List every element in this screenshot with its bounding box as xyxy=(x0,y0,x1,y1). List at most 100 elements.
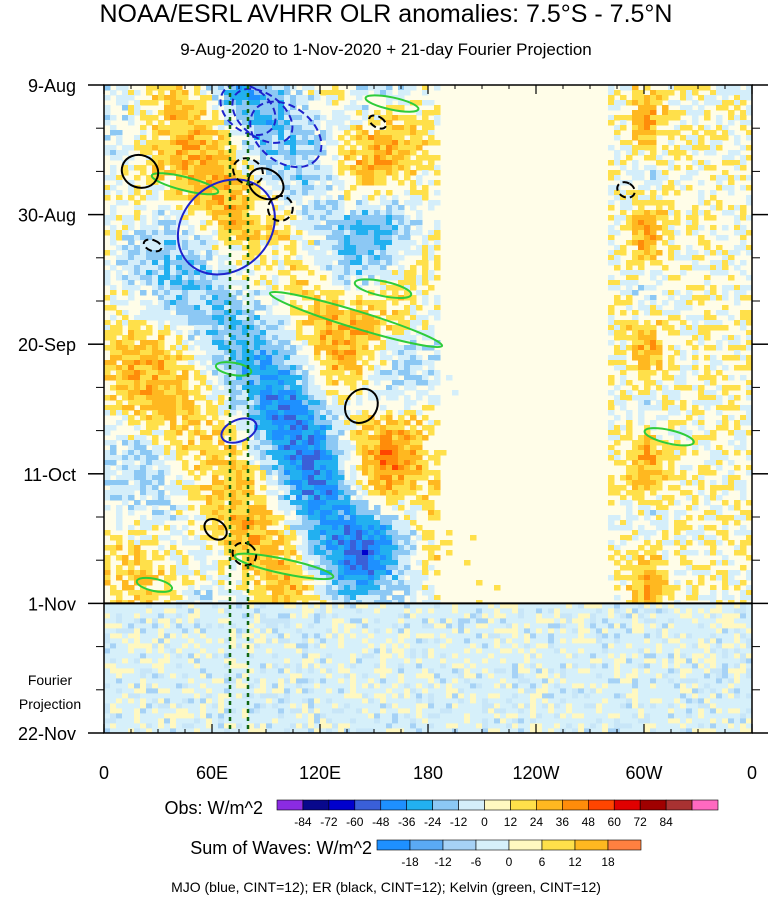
heatmap-cell xyxy=(674,210,681,216)
heatmap-cell xyxy=(206,210,213,216)
heatmap-cell xyxy=(314,470,321,476)
heatmap-cell xyxy=(242,495,249,501)
heatmap-cell xyxy=(362,210,369,216)
heatmap-cell xyxy=(398,505,405,511)
heatmap-cell xyxy=(200,130,207,136)
heatmap-cell xyxy=(668,325,675,331)
heatmap-cell xyxy=(122,275,129,281)
heatmap-cell xyxy=(278,125,285,131)
heatmap-cell xyxy=(236,280,243,286)
heatmap-cell xyxy=(272,235,279,241)
heatmap-cell xyxy=(392,230,399,236)
heatmap-cell xyxy=(194,445,201,451)
heatmap-cell xyxy=(278,470,285,476)
heatmap-cell xyxy=(374,515,381,521)
heatmap-cell xyxy=(104,150,111,156)
heatmap-cell xyxy=(368,490,375,496)
heatmap-cell xyxy=(728,100,735,106)
heatmap-cell xyxy=(116,505,123,511)
heatmap-cell xyxy=(674,450,681,456)
heatmap-cell xyxy=(278,320,285,326)
heatmap-cell xyxy=(218,155,225,161)
heatmap-cell xyxy=(620,205,627,211)
heatmap-cell xyxy=(398,440,405,446)
heatmap-cell xyxy=(386,275,393,281)
heatmap-cell xyxy=(338,425,345,431)
heatmap-cell xyxy=(698,160,705,166)
heatmap-cell xyxy=(236,335,243,341)
heatmap-cell xyxy=(692,500,699,506)
heatmap-cell xyxy=(212,165,219,171)
heatmap-cell xyxy=(656,115,663,121)
heatmap-cell xyxy=(212,85,219,91)
heatmap-cell xyxy=(278,355,285,361)
heatmap-cell xyxy=(404,410,411,416)
heatmap-cell xyxy=(242,480,249,486)
heatmap-cell xyxy=(614,320,621,326)
heatmap-cell xyxy=(338,170,345,176)
heatmap-cell xyxy=(740,205,747,211)
heatmap-cell xyxy=(644,255,651,261)
heatmap-cell xyxy=(380,470,387,476)
heatmap-cell xyxy=(614,330,621,336)
heatmap-cell xyxy=(620,300,627,306)
heatmap-cell xyxy=(170,515,177,521)
heatmap-cell xyxy=(686,175,693,181)
heatmap-cell xyxy=(392,245,399,251)
heatmap-cell xyxy=(638,435,645,441)
heatmap-cell xyxy=(248,380,255,386)
heatmap-cell xyxy=(314,335,321,341)
heatmap-cell xyxy=(122,85,129,91)
heatmap-cell xyxy=(728,385,735,391)
heatmap-cell xyxy=(104,505,111,511)
heatmap-cell xyxy=(626,335,633,341)
heatmap-cell xyxy=(188,505,195,511)
heatmap-cell xyxy=(272,450,279,456)
heatmap-cell xyxy=(386,240,393,246)
heatmap-cell xyxy=(302,320,309,326)
heatmap-cell xyxy=(314,215,321,221)
heatmap-cell xyxy=(284,405,291,411)
heatmap-cell xyxy=(206,240,213,246)
heatmap-cell xyxy=(128,285,135,291)
heatmap-cell xyxy=(728,440,735,446)
heatmap-cell xyxy=(662,320,669,326)
heatmap-cell xyxy=(398,155,405,161)
heatmap-cell xyxy=(428,405,435,411)
heatmap-cell xyxy=(668,230,675,236)
heatmap-cell xyxy=(272,445,279,451)
heatmap-cell xyxy=(662,115,669,121)
heatmap-cell xyxy=(422,405,429,411)
heatmap-cell xyxy=(644,475,651,481)
heatmap-cell xyxy=(266,220,273,226)
heatmap-cell xyxy=(272,360,279,366)
heatmap-cell xyxy=(380,430,387,436)
heatmap-cell xyxy=(224,390,231,396)
heatmap-cell xyxy=(416,135,423,141)
heatmap-cell xyxy=(740,310,747,316)
heatmap-cell xyxy=(284,115,291,121)
heatmap-cell xyxy=(284,465,291,471)
heatmap-cell xyxy=(182,125,189,131)
heatmap-cell xyxy=(128,275,135,281)
heatmap-cell xyxy=(302,390,309,396)
heatmap-cell xyxy=(392,465,399,471)
heatmap-cell xyxy=(320,515,327,521)
heatmap-cell xyxy=(176,295,183,301)
heatmap-cell xyxy=(710,260,717,266)
heatmap-cell xyxy=(746,415,752,421)
heatmap-cell xyxy=(146,185,153,191)
heatmap-cell xyxy=(110,360,117,366)
heatmap-cell xyxy=(650,450,657,456)
heatmap-cell xyxy=(686,215,693,221)
heatmap-cell xyxy=(314,435,321,441)
heatmap-cell xyxy=(242,400,249,406)
heatmap-cell xyxy=(392,155,399,161)
heatmap-cell xyxy=(320,215,327,221)
heatmap-cell xyxy=(302,240,309,246)
heatmap-cell xyxy=(716,400,723,406)
heatmap-cell xyxy=(164,410,171,416)
heatmap-cell xyxy=(392,145,399,151)
heatmap-cell xyxy=(104,425,111,431)
heatmap-cell xyxy=(620,330,627,336)
